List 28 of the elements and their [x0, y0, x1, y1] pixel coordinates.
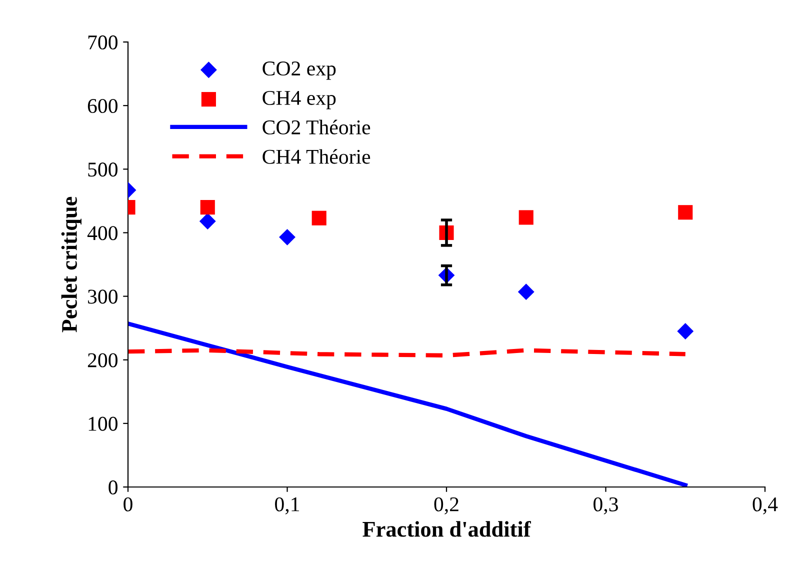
- legend-label: CH4 exp: [262, 90, 336, 110]
- point: [279, 228, 296, 246]
- y-tick-label: 400: [87, 226, 118, 240]
- y-tick-label: 500: [88, 162, 118, 177]
- x-tick-label: 0: [124, 497, 132, 512]
- point: [518, 284, 534, 300]
- point: [312, 210, 326, 226]
- x-tick-label: 0,4: [752, 497, 778, 514]
- point: [518, 210, 534, 225]
- point: [678, 205, 693, 220]
- legend-label: CO2 exp: [262, 62, 336, 80]
- y-tick-label: 700: [88, 35, 118, 50]
- y-tick-label: 200: [88, 353, 118, 368]
- x-tick-label: 0,2: [434, 497, 458, 514]
- y-tick-label: 100: [88, 416, 118, 431]
- y-tick-label: 0: [108, 480, 118, 494]
- point: [199, 213, 216, 230]
- legend-label: CH4 Théorie: [262, 149, 370, 164]
- y-tick-label: 600: [88, 98, 118, 114]
- point: [200, 200, 215, 215]
- x-tick-label: 0,3: [594, 497, 618, 514]
- line-series: [128, 322, 688, 487]
- point: [677, 323, 694, 340]
- legend-label: CO2 Théorie: [262, 120, 370, 134]
- x-axis-title: Fraction d'additif: [362, 520, 531, 537]
- y-tick-label: 300: [88, 290, 118, 304]
- y-axis-title: Peclet critique: [61, 196, 82, 332]
- x-tick-label: 0,1: [275, 497, 300, 514]
